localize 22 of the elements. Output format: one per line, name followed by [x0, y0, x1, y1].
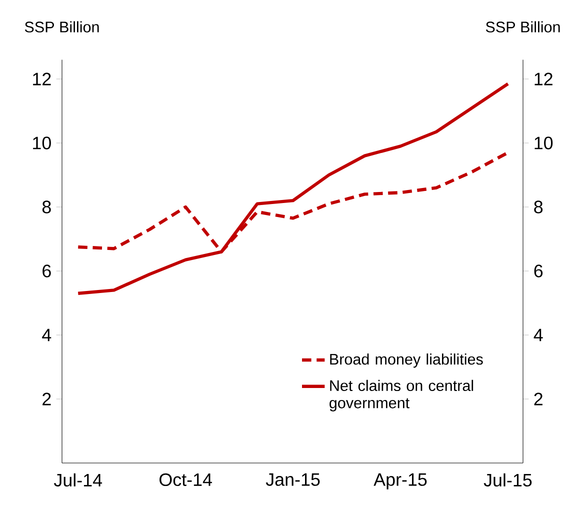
- y2-tick-label: 10: [534, 136, 553, 150]
- y2-tick-label: 12: [534, 72, 552, 86]
- y-tick-label: 8: [42, 200, 51, 214]
- y-tick-label: 6: [42, 264, 51, 278]
- x-tick-label: Jul-15: [484, 473, 532, 487]
- x-tick-label: Oct-14: [160, 473, 212, 486]
- y2-tick-label: 4: [534, 328, 543, 342]
- y2-tick-label: 2: [534, 392, 542, 406]
- y-tick-label: 2: [42, 392, 51, 406]
- line-series: [76, 82, 510, 295]
- y2-axis-title: SSP Billion: [486, 21, 560, 32]
- y-tick-label: 12: [33, 72, 51, 86]
- y-axis-title: SSP Billion: [24, 21, 99, 32]
- x-tick-label: Jan-15: [266, 473, 320, 486]
- y-tick-label: 10: [33, 136, 51, 150]
- x-tick-label: Jul-14: [54, 473, 102, 487]
- y2-tick-label: 8: [534, 200, 543, 214]
- y-tick-label: 4: [42, 328, 52, 342]
- legend-label: Net claims on central government: [330, 380, 474, 412]
- x-tick-label: Apr-15: [374, 473, 427, 490]
- legend-label: Broad money liabilities: [330, 353, 483, 368]
- y2-tick-label: 6: [534, 264, 543, 278]
